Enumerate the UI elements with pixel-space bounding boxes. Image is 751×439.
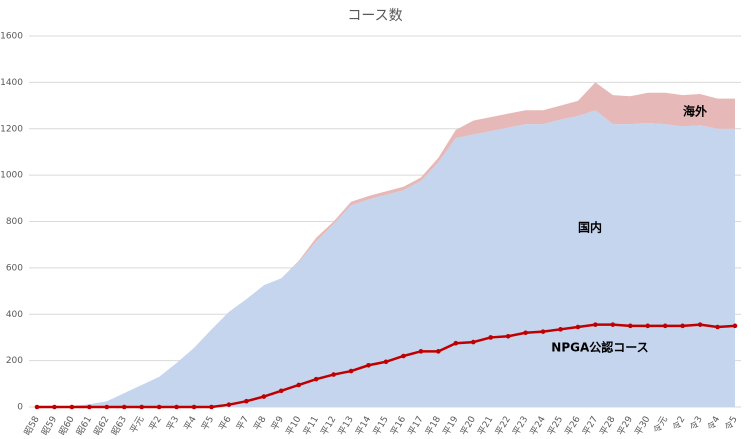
x-tick-label: 平元: [128, 414, 147, 435]
marker: [401, 353, 406, 359]
marker: [34, 404, 40, 410]
y-tick-label: 400: [6, 310, 23, 320]
x-tick-label: 令4: [705, 414, 723, 433]
x-tick-label: 平6: [217, 414, 234, 432]
y-tick-label: 600: [6, 263, 23, 273]
marker: [558, 327, 563, 332]
x-tick-label: 平15: [371, 414, 391, 437]
x-tick-label: 平17: [406, 414, 426, 437]
x-tick-label: 平3: [164, 414, 181, 432]
marker: [610, 322, 616, 327]
x-tick-label: 平13: [336, 414, 356, 437]
marker: [313, 376, 319, 382]
x-tick-label: 平28: [598, 414, 618, 437]
marker: [488, 335, 494, 340]
x-tick-label: 平20: [458, 414, 478, 437]
x-tick-label: 令元: [651, 414, 670, 436]
y-tick-label: 1400: [0, 78, 23, 88]
x-tick-label: 平10: [284, 414, 304, 437]
marker: [279, 388, 284, 394]
x-tick-label: 平8: [252, 414, 269, 432]
series-label: 国内: [578, 220, 602, 235]
x-tick-label: 昭63: [109, 414, 129, 437]
x-tick-label: 平2: [147, 414, 164, 432]
marker: [383, 359, 389, 365]
y-tick-label: 1000: [0, 171, 23, 181]
marker: [174, 404, 179, 410]
marker: [505, 333, 511, 339]
x-tick-label: 平16: [388, 414, 408, 437]
y-tick-label: 800: [6, 217, 23, 227]
x-tick-label: 令2: [670, 414, 688, 433]
marker: [418, 349, 424, 354]
chart-title: コース数: [347, 8, 402, 24]
x-tick-label: 平5: [199, 414, 216, 432]
marker: [69, 404, 75, 410]
marker: [366, 362, 371, 368]
x-tick-label: 平22: [493, 414, 513, 437]
marker: [715, 324, 720, 330]
marker: [261, 394, 267, 399]
marker: [121, 404, 127, 410]
marker: [540, 329, 546, 334]
y-tick-label: 1600: [0, 32, 23, 42]
x-tick-label: 平29: [615, 414, 635, 437]
x-tick-label: 平14: [354, 414, 374, 437]
marker: [593, 322, 598, 327]
x-tick-label: 昭60: [57, 414, 77, 437]
marker: [680, 323, 685, 329]
series-label: 海外: [683, 104, 707, 119]
area: [37, 110, 735, 407]
marker: [296, 382, 302, 388]
x-tick-label: 平23: [511, 414, 531, 437]
x-tick-label: 平7: [234, 414, 251, 432]
x-tick-label: 昭58: [22, 414, 42, 437]
x-tick-label: 平11: [301, 414, 321, 437]
x-tick-label: 平25: [546, 414, 566, 437]
marker: [244, 398, 249, 404]
x-tick-label: 平12: [319, 414, 339, 437]
marker: [209, 404, 214, 410]
marker: [87, 404, 92, 410]
x-tick-label: 平4: [182, 414, 199, 432]
marker: [645, 323, 651, 329]
marker: [436, 349, 441, 354]
y-tick-label: 200: [6, 356, 23, 366]
x-tick-label: 平9: [269, 414, 286, 432]
marker: [575, 324, 581, 330]
marker: [52, 404, 57, 410]
x-tick-label: 平27: [580, 414, 600, 437]
x-tick-label: 平24: [528, 414, 548, 437]
x-tick-label: 平18: [423, 414, 443, 437]
x-tick-label: 平30: [633, 414, 653, 437]
marker: [104, 404, 110, 410]
x-tick-label: 昭61: [74, 414, 94, 437]
series-label: NPGA公認コース: [551, 340, 648, 355]
x-tick-label: 令5: [722, 414, 740, 433]
x-tick-label: 平26: [563, 414, 583, 437]
marker: [662, 323, 668, 329]
x-tick-label: 昭59: [39, 414, 59, 437]
marker: [156, 404, 162, 410]
marker: [732, 323, 738, 329]
marker: [628, 323, 633, 329]
marker: [139, 404, 144, 410]
marker: [523, 330, 528, 336]
marker: [453, 340, 459, 346]
x-tick-label: 平19: [441, 414, 461, 437]
marker: [348, 368, 354, 374]
x-tick-label: 昭62: [92, 414, 112, 437]
area: [37, 82, 735, 407]
marker: [470, 339, 476, 345]
x-tick-label: 平21: [476, 414, 496, 437]
marker: [226, 402, 232, 407]
marker: [697, 322, 703, 327]
marker: [331, 372, 336, 377]
marker: [191, 404, 197, 410]
y-tick-label: 1200: [0, 124, 23, 134]
y-tick-label: 0: [17, 403, 23, 413]
x-tick-label: 令3: [687, 414, 705, 433]
